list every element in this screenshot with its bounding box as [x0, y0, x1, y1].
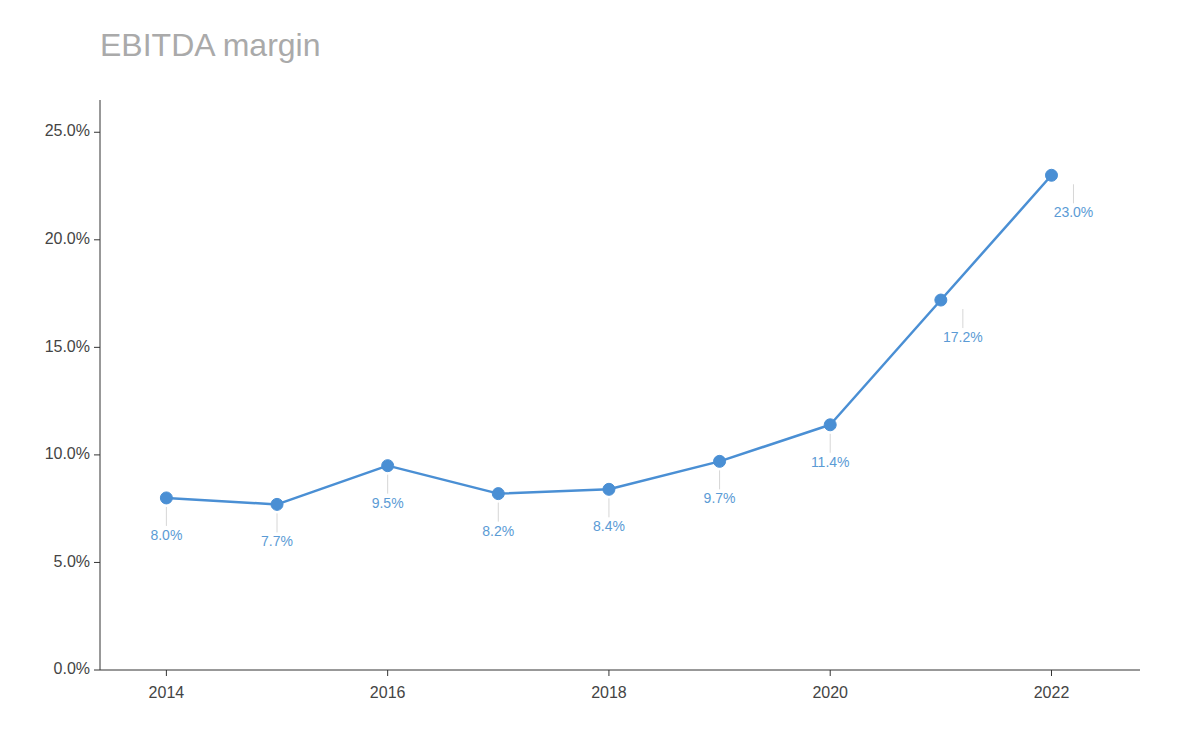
- leader-line: [166, 507, 167, 526]
- leader-line: [1073, 184, 1074, 203]
- y-tick: [94, 562, 100, 563]
- y-tick-label: 10.0%: [45, 445, 90, 462]
- marker: [492, 488, 504, 500]
- y-tick: [94, 670, 100, 671]
- data-label: 8.0%: [150, 527, 182, 543]
- marker: [160, 492, 172, 504]
- leader-line: [608, 498, 609, 517]
- x-tick-label: 2016: [370, 684, 406, 701]
- y-tick: [94, 454, 100, 455]
- marker: [714, 455, 726, 467]
- plot-area: [160, 169, 1057, 510]
- y-tick: [94, 132, 100, 133]
- data-label: 17.2%: [943, 329, 983, 345]
- y-tick: [94, 239, 100, 240]
- x-tick-label: 2018: [591, 684, 627, 701]
- x-tick: [387, 670, 388, 676]
- chart-container: EBITDA margin 0.0% 5.0% 10.0% 15.0% 20.0% 25.0…: [0, 0, 1200, 742]
- data-label: 9.7%: [704, 490, 736, 506]
- marker: [1045, 169, 1057, 181]
- x-axis-line: [100, 670, 1140, 671]
- leader-line: [277, 513, 278, 532]
- leader-line: [498, 503, 499, 522]
- x-tick: [166, 670, 167, 676]
- line: [166, 175, 1051, 504]
- marker: [935, 294, 947, 306]
- x-tick: [830, 670, 831, 676]
- x-tick-label: 2020: [812, 684, 848, 701]
- y-axis: 0.0% 5.0% 10.0% 15.0% 20.0% 25.0%: [45, 100, 100, 677]
- x-axis: 2014 2016 2018 2020 2022: [100, 670, 1140, 701]
- chart-title: EBITDA margin: [100, 27, 321, 63]
- data-labels: 8.0% 7.7% 9.5% 8.2% 8.4% 9.7% 11.4% 17.2% 23.0%: [150, 184, 1093, 549]
- y-tick-label: 0.0%: [54, 660, 90, 677]
- y-tick-label: 5.0%: [54, 553, 90, 570]
- marker: [382, 460, 394, 472]
- x-tick: [608, 670, 609, 676]
- leader-line: [962, 309, 963, 328]
- data-label: 8.4%: [593, 518, 625, 534]
- x-tick-label: 2022: [1034, 684, 1070, 701]
- data-label: 11.4%: [811, 454, 850, 470]
- chart-svg: EBITDA margin 0.0% 5.0% 10.0% 15.0% 20.0% 25.0…: [0, 0, 1200, 742]
- marker: [824, 419, 836, 431]
- marker: [271, 498, 283, 510]
- data-label: 8.2%: [482, 523, 514, 539]
- y-tick-label: 20.0%: [45, 230, 90, 247]
- marker: [603, 483, 615, 495]
- y-axis-line: [100, 100, 101, 670]
- leader-line: [719, 470, 720, 489]
- x-tick-label: 2014: [149, 684, 185, 701]
- y-tick: [94, 347, 100, 348]
- data-label: 7.7%: [261, 533, 293, 549]
- leader-line: [387, 475, 388, 494]
- leader-line: [830, 434, 831, 453]
- data-label: 9.5%: [372, 495, 404, 511]
- y-tick-label: 25.0%: [45, 122, 90, 139]
- x-tick: [1051, 670, 1052, 676]
- y-tick-label: 15.0%: [45, 338, 90, 355]
- data-label: 23.0%: [1054, 204, 1094, 220]
